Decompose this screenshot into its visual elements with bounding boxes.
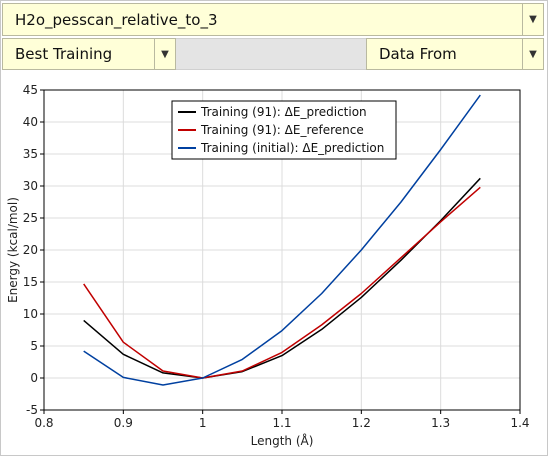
y-tick-label: -5 <box>26 403 38 417</box>
x-tick-label: 0.9 <box>114 416 133 430</box>
y-tick-label: 10 <box>23 307 38 321</box>
legend-box <box>171 100 397 160</box>
chevron-down-icon[interactable]: ▼ <box>522 4 543 35</box>
x-tick-label: 1.3 <box>431 416 450 430</box>
series-line-2 <box>83 186 481 379</box>
chevron-down-icon[interactable]: ▼ <box>154 39 175 69</box>
x-tick-label: 1.2 <box>352 416 371 430</box>
dataset-select[interactable]: H2o_pesscan_relative_to_3 ▼ <box>2 3 544 36</box>
series-line-3 <box>83 94 481 386</box>
legend-label-2: Training (91): ΔE_reference <box>200 123 364 137</box>
series-line-1 <box>83 177 481 379</box>
y-axis-label: Energy (kcal/mol) <box>6 197 20 303</box>
chart-legend: Training (91): ΔE_prediction Training (91… <box>171 100 397 160</box>
chart-ticks: 0.8 0.9 1 1.1 1.2 1.3 1.4 -5 0 5 10 15 20 25 30 35 40 45 <box>23 83 530 430</box>
y-tick-label: 25 <box>23 211 38 225</box>
source-select-value: Data From <box>379 45 457 63</box>
chart-lines <box>83 94 481 386</box>
x-axis-label: Length (Å) <box>251 433 314 448</box>
dataset-select-value: H2o_pesscan_relative_to_3 <box>15 10 218 29</box>
legend-label-1: Training (91): ΔE_prediction <box>200 105 367 119</box>
y-tick-label: 45 <box>23 83 38 97</box>
chart-grid <box>44 90 520 410</box>
y-tick-label: 15 <box>23 275 38 289</box>
toolbar-spacer <box>176 38 366 70</box>
x-tick-label: 0.8 <box>34 416 53 430</box>
y-tick-label: 40 <box>23 115 38 129</box>
training-select[interactable]: Best Training ▼ <box>2 38 176 70</box>
x-tick-label: 1.4 <box>510 416 529 430</box>
training-select-value: Best Training <box>15 45 113 63</box>
chevron-down-icon[interactable]: ▼ <box>522 39 543 69</box>
x-tick-label: 1.1 <box>272 416 291 430</box>
y-tick-label: 5 <box>30 339 38 353</box>
y-tick-label: 35 <box>23 147 38 161</box>
x-tick-label: 1 <box>199 416 207 430</box>
legend-label-3: Training (initial): ΔE_prediction <box>200 141 384 155</box>
y-tick-label: 20 <box>23 243 38 257</box>
y-tick-label: 0 <box>30 371 38 385</box>
y-tick-label: 30 <box>23 179 38 193</box>
source-select[interactable]: Data From ▼ <box>366 38 544 70</box>
